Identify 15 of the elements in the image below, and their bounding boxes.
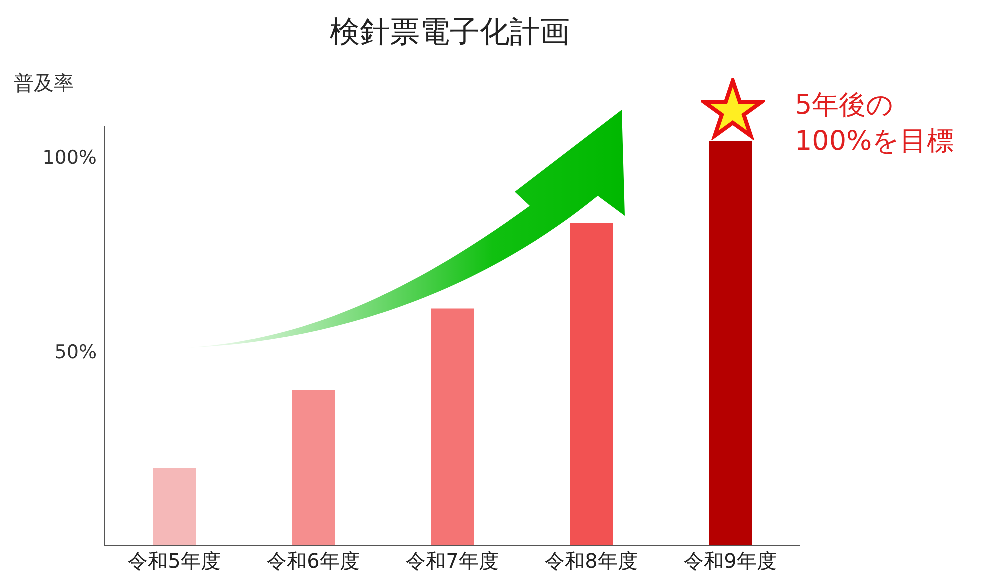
bar <box>431 308 474 546</box>
x-tick-label: 令和9年度 <box>684 549 777 574</box>
y-axis-title: 普及率 <box>14 70 74 97</box>
bar <box>709 142 752 546</box>
x-tick-label: 令和7年度 <box>406 549 499 574</box>
y-tick-label: 100% <box>42 146 97 169</box>
bar <box>292 390 335 546</box>
bar <box>570 223 613 546</box>
chart-title: 検針票電子化計画 <box>329 14 571 52</box>
y-tick-label: 50% <box>54 341 97 364</box>
x-tick-label: 令和5年度 <box>128 549 221 574</box>
x-tick-label: 令和8年度 <box>545 549 638 574</box>
annotation: 5年後の 100%を目標 <box>795 89 954 159</box>
bar <box>153 468 196 546</box>
x-tick-label: 令和6年度 <box>267 549 360 574</box>
